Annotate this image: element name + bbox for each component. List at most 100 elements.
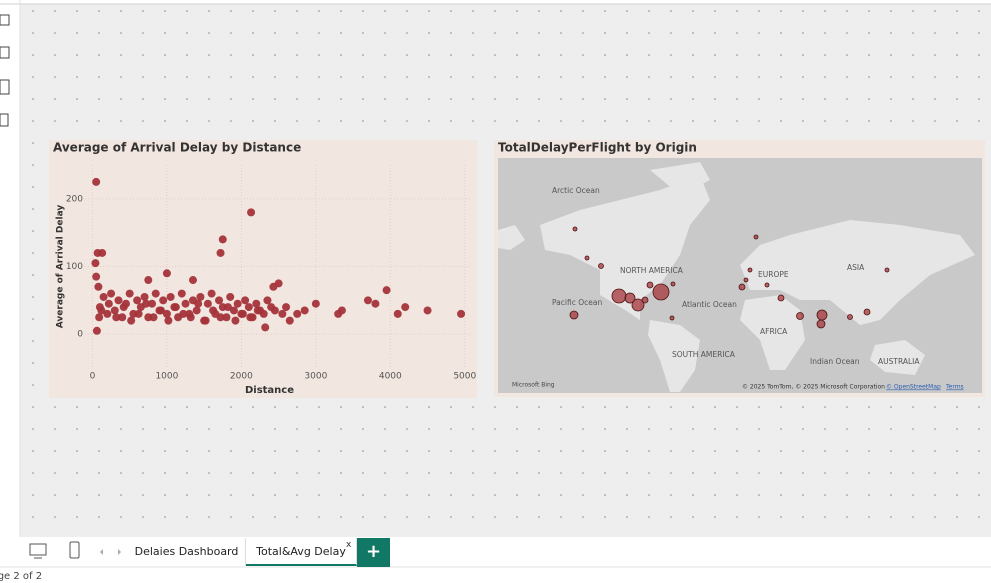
map-labels: Arctic Ocean NORTH AMERICA EUROPE ASIA P… [552,186,920,366]
point [423,306,432,315]
point [114,296,123,305]
view-icons[interactable] [29,541,80,559]
point [112,313,121,322]
point [231,316,240,325]
point [382,286,391,295]
map: Arctic Ocean NORTH AMERICA EUROPE ASIA P… [498,158,982,393]
point [162,269,171,278]
map-label: AFRICA [760,327,788,336]
point [97,306,106,315]
point [457,309,466,318]
map-label: SOUTH AMERICA [672,350,736,359]
point [188,276,197,285]
point [181,299,190,308]
point [92,272,101,281]
page-tab[interactable]: Delaies Dashboard [128,538,246,566]
point [92,177,101,186]
point [334,309,343,318]
point [156,306,165,315]
y-axis-label: Average of Arrival Delay [56,205,66,329]
point [140,292,149,301]
point [144,276,153,285]
point [393,309,402,318]
point [166,292,175,301]
sidebar-icons[interactable] [0,14,10,127]
point [127,316,136,325]
point [244,303,253,312]
map-label: ASIA [847,263,865,272]
point [91,259,100,268]
x-tick-label: 5000 [453,372,476,382]
point [159,296,168,305]
map-label: Arctic Ocean [552,186,600,195]
point [99,292,108,301]
map-bubbles[interactable] [569,226,890,329]
point [142,299,151,308]
point [229,306,238,315]
point [177,289,186,298]
point [201,316,210,325]
page-tab-active[interactable]: Total&Avg Delay [246,538,357,566]
x-tick-label: 3000 [304,372,327,382]
scatter-visual[interactable] [49,140,477,398]
point [218,235,227,244]
point [216,313,225,322]
point [119,303,128,312]
point [162,309,171,318]
point [171,303,180,312]
point [151,289,160,298]
point [363,296,372,305]
point [149,313,158,322]
x-axis-label: Distance [245,385,294,396]
point [203,299,212,308]
point [252,299,261,308]
y-tick-label: 200 [66,194,83,204]
point [148,299,157,308]
point [223,303,232,312]
point [94,282,103,291]
map-label: NORTH AMERICA [620,266,684,275]
point [238,309,247,318]
map-label: AUSTRALIA [878,357,920,366]
point [263,296,272,305]
point [95,313,104,322]
point [241,296,250,305]
point [192,306,201,315]
point [226,292,235,301]
x-tick-label: 0 [90,372,96,382]
map-brand: Microsoft Bing [512,382,555,389]
status: Page 2 of 2 [0,571,43,582]
x-tick-label: 2000 [230,372,253,382]
point [285,316,294,325]
point [216,248,225,257]
point [107,289,116,298]
point [92,326,101,335]
point [207,289,216,298]
point [103,309,112,318]
point [110,306,119,315]
add-page[interactable]: + [357,538,390,567]
map-label: Pacific Ocean [552,298,602,307]
point [259,309,268,318]
point [247,208,256,217]
tab-scroll[interactable] [100,549,121,555]
map-title: TotalDelayPerFlight by Origin [498,141,697,155]
point [164,316,173,325]
point [269,282,278,291]
map-osm[interactable]: © OpenStreetMap [886,384,941,391]
point [300,306,309,315]
point [196,292,205,301]
point [209,306,218,315]
map-terms[interactable]: Terms [945,384,964,391]
point [133,296,142,305]
x-tick-label: 1000 [155,372,178,382]
close-tab[interactable]: x [346,540,352,550]
point [233,299,242,308]
point [371,299,380,308]
point [194,299,203,308]
point [222,313,231,322]
chart-title: Average of Arrival Delay by Distance [53,141,301,155]
point [282,303,291,312]
